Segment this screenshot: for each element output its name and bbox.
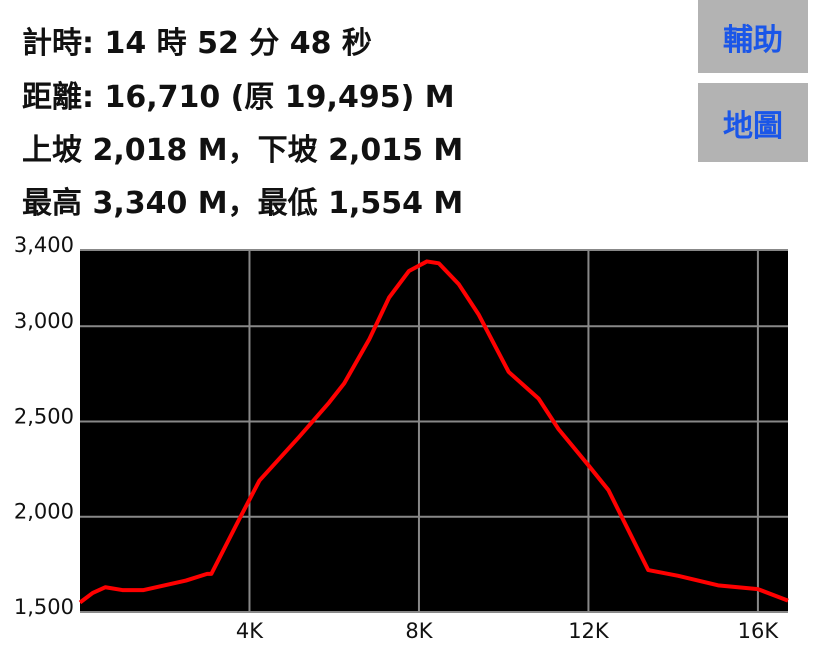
x-tick-label: 4K xyxy=(236,619,264,643)
y-tick-label: 1,500 xyxy=(14,595,74,619)
x-tick-label: 16K xyxy=(738,619,780,643)
elevation-line xyxy=(78,259,789,605)
info-line: 上坡 2,018 M，下坡 2,015 M xyxy=(22,133,464,168)
y-tick-label: 2,500 xyxy=(14,404,74,428)
y-tick-label: 3,000 xyxy=(14,309,74,333)
y-tick-label: 2,000 xyxy=(14,500,74,524)
map-button[interactable]: 地圖 xyxy=(698,83,808,162)
info-line: 最高 3,340 M，最低 1,554 M xyxy=(22,186,464,221)
x-tick-label: 12K xyxy=(568,619,610,643)
x-tick-label: 8K xyxy=(405,619,433,643)
plot-area xyxy=(80,250,788,612)
info-line: 計時: 14 時 52 分 48 秒 xyxy=(22,26,372,61)
info-line: 距離: 16,710 (原 19,495) M xyxy=(22,80,455,115)
y-tick-label: 3,400 xyxy=(14,233,74,257)
assist-button[interactable]: 輔助 xyxy=(698,0,808,73)
